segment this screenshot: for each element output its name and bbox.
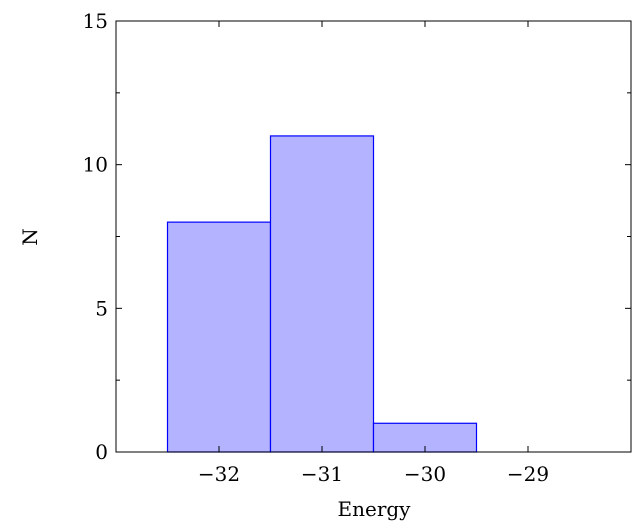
histogram-bar: [166, 221, 272, 453]
y-tick-label: 15: [83, 9, 108, 33]
x-tick-label: −30: [404, 462, 446, 486]
histogram-bar: [269, 135, 375, 453]
x-tick-label: −31: [301, 462, 343, 486]
x-axis-label: Energy: [338, 497, 412, 521]
minor-ticks: [116, 92, 631, 381]
y-axis-label: N: [18, 228, 42, 246]
y-tick-label: 0: [95, 440, 108, 464]
y-tick-label: 5: [95, 296, 108, 320]
x-tick-label: −29: [507, 462, 549, 486]
y-tick-label: 10: [83, 153, 108, 177]
y-tick-labels: 0 5 10 15: [83, 9, 108, 464]
plot-area-frame: [115, 20, 632, 453]
histogram-bars: [166, 135, 478, 453]
x-tick-label: −32: [198, 462, 240, 486]
x-tick-labels: −32 −31 −30 −29: [198, 462, 549, 486]
